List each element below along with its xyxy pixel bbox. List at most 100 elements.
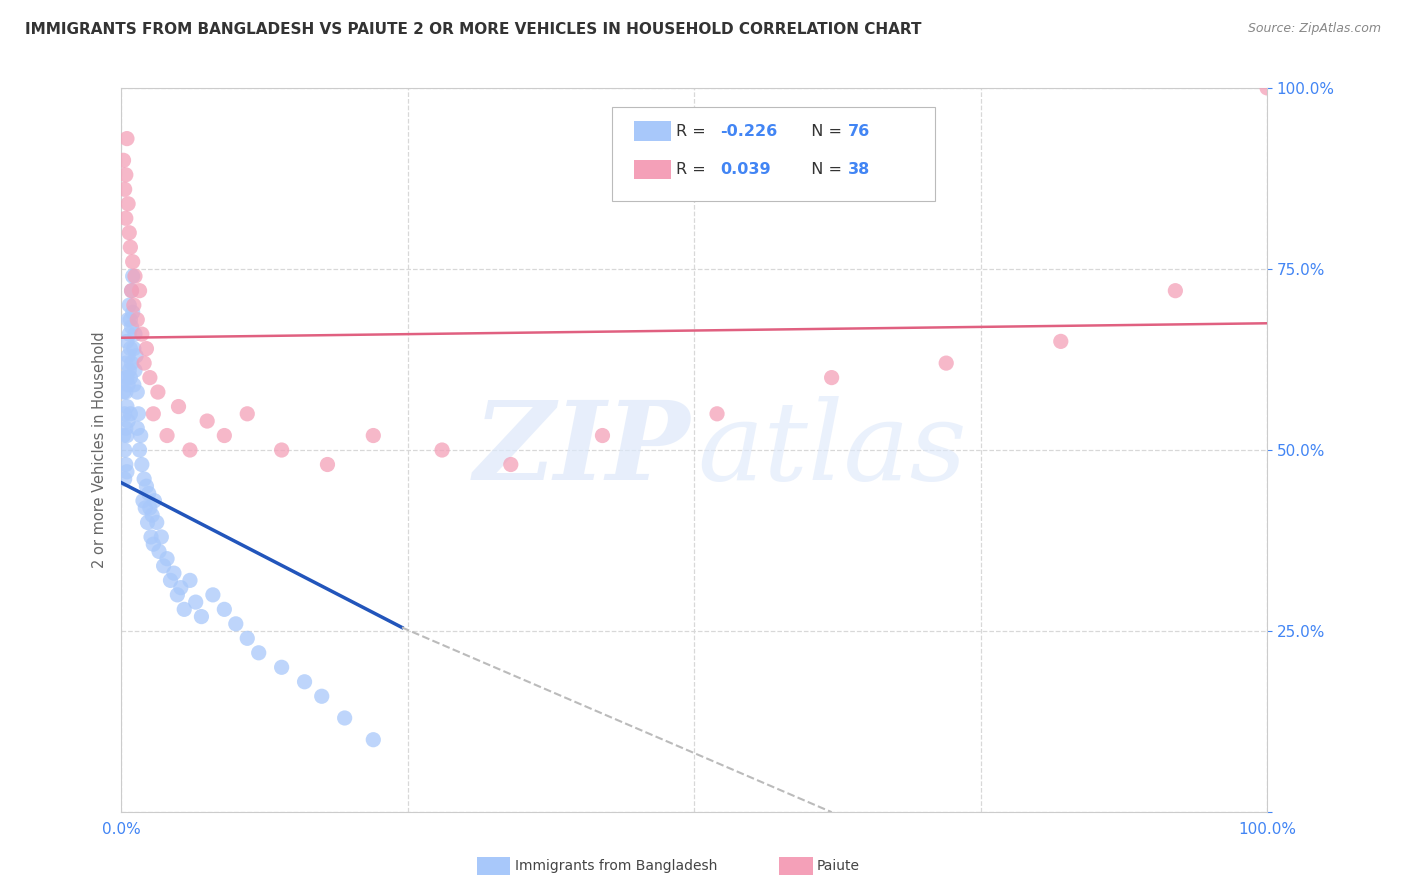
Point <box>120 370 142 384</box>
Point <box>127 421 149 435</box>
Point <box>706 407 728 421</box>
Point <box>121 284 143 298</box>
Point <box>134 472 156 486</box>
Point <box>820 370 842 384</box>
Point <box>143 493 166 508</box>
Point <box>120 240 142 254</box>
Point <box>138 486 160 500</box>
Point <box>121 305 143 319</box>
Point <box>190 609 212 624</box>
Point <box>118 226 141 240</box>
Text: ZIP: ZIP <box>474 396 690 504</box>
Point <box>114 385 136 400</box>
Point <box>134 356 156 370</box>
Text: R =: R = <box>676 162 716 177</box>
Point <box>121 284 143 298</box>
Point <box>225 616 247 631</box>
Point <box>333 711 356 725</box>
Point <box>148 544 170 558</box>
Point <box>363 428 385 442</box>
Point <box>121 356 143 370</box>
Point <box>201 588 224 602</box>
Point <box>115 400 138 414</box>
Point <box>115 428 138 442</box>
Text: N =: N = <box>801 162 848 177</box>
Point <box>247 646 270 660</box>
Text: Paiute: Paiute <box>817 859 860 873</box>
Point <box>141 508 163 523</box>
Point <box>311 690 333 704</box>
Point <box>125 349 148 363</box>
Point <box>132 493 155 508</box>
Point <box>142 407 165 421</box>
Point <box>316 458 339 472</box>
Point <box>139 500 162 515</box>
Point <box>156 428 179 442</box>
Point <box>1256 81 1278 95</box>
Point <box>114 407 136 421</box>
Text: Source: ZipAtlas.com: Source: ZipAtlas.com <box>1247 22 1381 36</box>
Point <box>135 342 157 356</box>
Point <box>294 674 316 689</box>
Point <box>115 131 138 145</box>
Point <box>121 269 143 284</box>
Point <box>117 312 139 326</box>
Text: Immigrants from Bangladesh: Immigrants from Bangladesh <box>515 859 717 873</box>
Point <box>127 385 149 400</box>
Point <box>170 581 193 595</box>
Text: 38: 38 <box>848 162 870 177</box>
Point <box>115 334 138 349</box>
Point <box>139 370 162 384</box>
Point <box>145 516 167 530</box>
Point <box>156 551 179 566</box>
Point <box>236 632 259 646</box>
Point <box>120 312 142 326</box>
Point <box>1049 334 1071 349</box>
Point <box>128 443 150 458</box>
Point <box>184 595 207 609</box>
Point <box>159 574 181 588</box>
Point <box>114 421 136 435</box>
Point <box>152 558 174 573</box>
Point <box>114 356 136 370</box>
Point <box>114 458 136 472</box>
Point <box>128 284 150 298</box>
Point <box>236 407 259 421</box>
Point <box>122 377 145 392</box>
Point <box>124 363 146 377</box>
Point <box>118 298 141 312</box>
Point <box>935 356 957 370</box>
Point <box>122 298 145 312</box>
Point <box>270 443 292 458</box>
Point <box>135 479 157 493</box>
Text: 76: 76 <box>848 124 870 138</box>
Point <box>114 443 136 458</box>
Point <box>131 327 153 342</box>
Point <box>124 327 146 342</box>
Text: 0.039: 0.039 <box>720 162 770 177</box>
Point <box>179 443 201 458</box>
Point <box>214 602 236 616</box>
Point <box>150 530 173 544</box>
Point <box>139 530 162 544</box>
Point <box>114 472 136 486</box>
Text: R =: R = <box>676 124 711 138</box>
Point <box>270 660 292 674</box>
Text: IMMIGRANTS FROM BANGLADESH VS PAIUTE 2 OR MORE VEHICLES IN HOUSEHOLD CORRELATION: IMMIGRANTS FROM BANGLADESH VS PAIUTE 2 O… <box>25 22 922 37</box>
Point <box>114 370 136 384</box>
Point <box>127 312 149 326</box>
Point <box>112 428 135 442</box>
Point <box>127 407 149 421</box>
Point <box>430 443 453 458</box>
Point <box>124 269 146 284</box>
Point <box>195 414 218 428</box>
Point <box>120 342 142 356</box>
Text: -0.226: -0.226 <box>720 124 778 138</box>
Point <box>134 500 156 515</box>
Point <box>173 602 195 616</box>
Point <box>118 363 141 377</box>
Point <box>114 168 136 182</box>
Point <box>117 414 139 428</box>
Point <box>114 211 136 226</box>
Point <box>114 182 136 196</box>
